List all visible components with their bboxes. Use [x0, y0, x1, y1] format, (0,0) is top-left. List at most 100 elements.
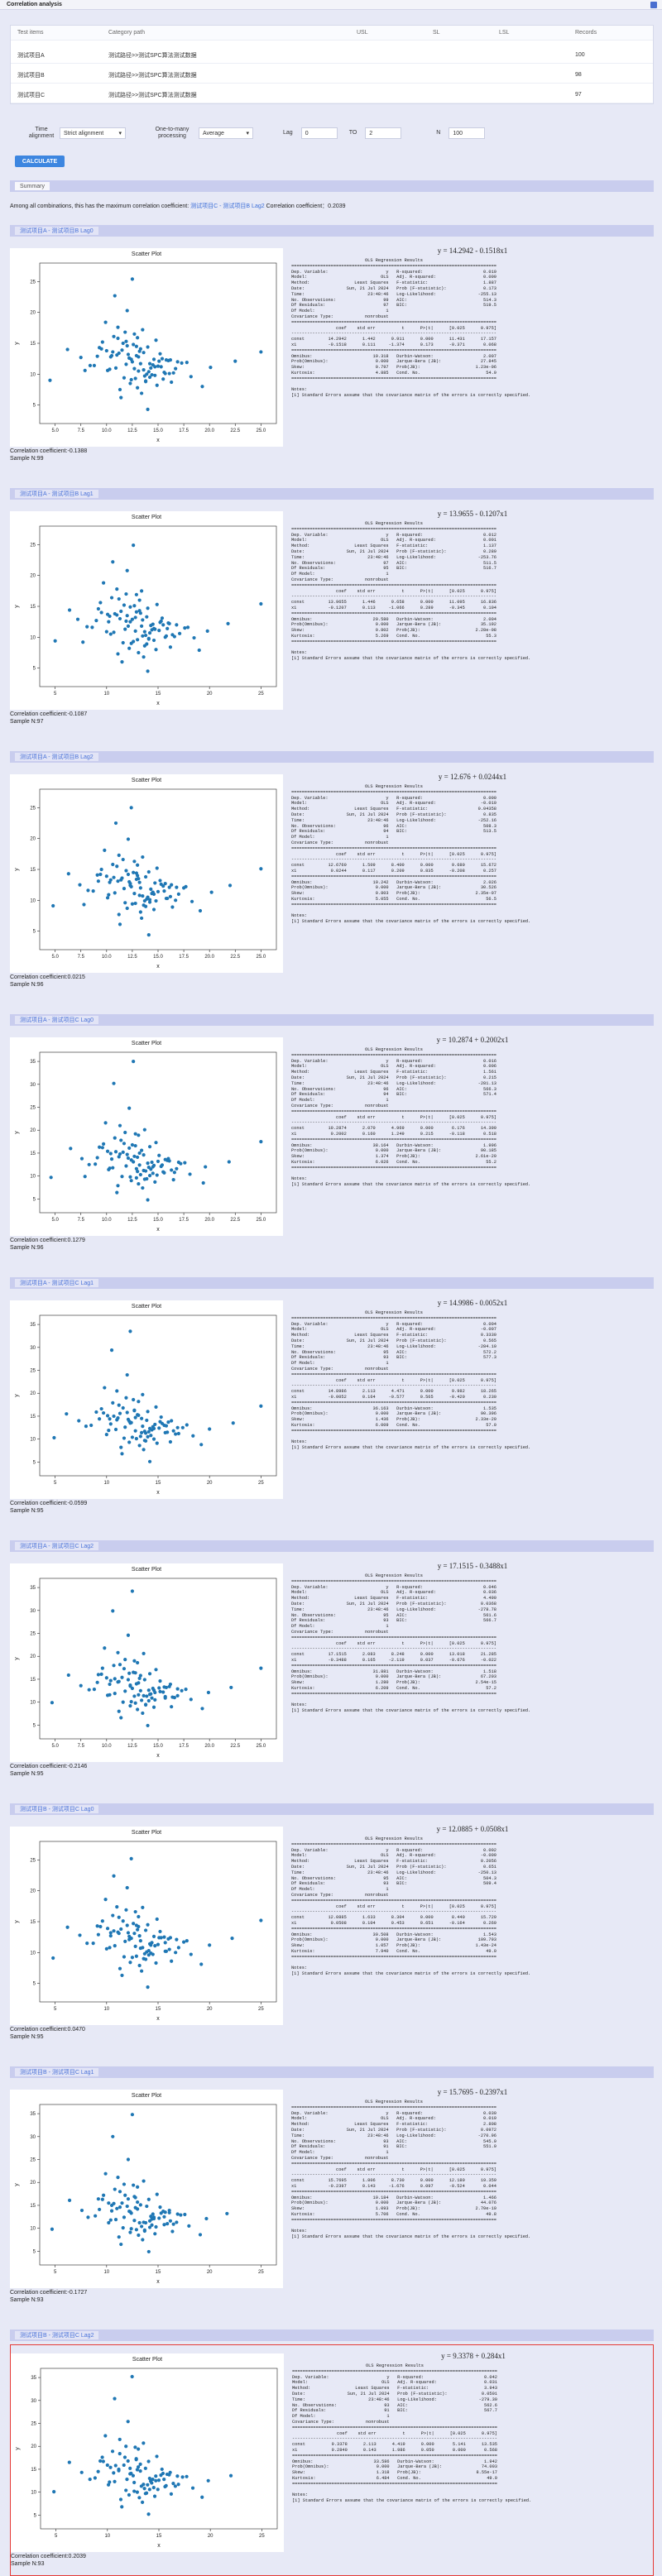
result-tab-label[interactable]: 测试项目A - 测试项目B Lag1	[15, 490, 98, 498]
lag-from-input[interactable]: 0	[300, 127, 338, 139]
scatter-point	[101, 1142, 106, 1146]
scatter-point	[108, 1152, 113, 1156]
scatter-point	[126, 1931, 131, 1935]
scatter-point	[53, 639, 57, 643]
scatter-point	[79, 356, 83, 360]
table-row[interactable]: 测试项目A 测试路径>>测试SPC算法测试数据 100	[11, 47, 653, 64]
result-tab-label[interactable]: 测试项目A - 测试项目C Lag0	[15, 1016, 99, 1024]
scatter-point	[171, 2222, 175, 2226]
result-tab-label[interactable]: 测试项目B - 测试项目C Lag1	[15, 2068, 99, 2076]
result-tab-label[interactable]: 测试项目A - 测试项目C Lag2	[15, 1542, 99, 1550]
summary-best-pair[interactable]: 测试项目C - 测试项目B Lag2	[190, 203, 265, 209]
result-tab-label[interactable]: 测试项目A - 测试项目B Lag2	[15, 753, 98, 761]
scatter-point	[83, 1175, 87, 1179]
col-header-lsl[interactable]: LSL	[499, 30, 510, 36]
scatter-point	[199, 1962, 204, 1966]
col-header-category-path[interactable]: Category path	[108, 30, 145, 36]
sample-size: Sample N:96	[10, 1245, 44, 1251]
scatter-point	[159, 1164, 163, 1169]
time-alignment-select[interactable]: Strict alignment ▾	[60, 127, 126, 139]
scatter-point	[120, 348, 124, 352]
scatter-point	[166, 1156, 170, 1161]
scatter-point	[103, 1386, 107, 1390]
col-header-usl[interactable]: USL	[357, 30, 368, 36]
scatter-point	[189, 899, 194, 903]
scatter-point	[170, 380, 174, 385]
y-tick-label: 30	[31, 2399, 36, 2404]
scatter-point	[113, 366, 118, 370]
scatter-point	[104, 874, 108, 879]
scatter-point	[175, 1166, 179, 1171]
scatter-point	[94, 2214, 98, 2218]
regression-equation: y = 12.0885 + 0.0508x1	[436, 1825, 509, 1833]
scatter-point	[140, 624, 144, 628]
plot-area	[39, 262, 277, 424]
scatter-point	[136, 2207, 140, 2211]
scatter-point	[79, 2208, 84, 2213]
scatter-point	[163, 2484, 167, 2489]
lag-to-input[interactable]: 2	[365, 127, 402, 139]
scatter-point	[138, 2469, 142, 2473]
col-header-sl[interactable]: SL	[433, 30, 440, 36]
scatter-point	[65, 1412, 69, 1416]
one-to-many-select[interactable]: Average ▾	[199, 127, 253, 139]
y-tick-label: 25	[30, 806, 36, 811]
scatter-point	[259, 350, 263, 354]
scatter-point	[96, 1673, 100, 1677]
y-tick-label: 5	[33, 1982, 36, 1987]
scatter-point	[132, 1059, 136, 1064]
scatter-point	[124, 362, 128, 366]
scatter-point	[132, 1397, 136, 1402]
result-tab-label[interactable]: 测试项目B - 测试项目C Lag2	[15, 2331, 99, 2339]
calculate-button[interactable]: CALCULATE	[15, 156, 65, 167]
scatter-point	[197, 648, 201, 653]
window-menu-icon[interactable]	[650, 2, 657, 8]
col-header-records[interactable]: Records	[575, 30, 597, 36]
scatter-point	[100, 2197, 104, 2201]
n-input[interactable]: 100	[449, 127, 486, 139]
scatter-point	[108, 2480, 112, 2484]
scatter-point	[103, 1646, 107, 1650]
tab-summary[interactable]: Summary	[15, 182, 50, 190]
table-row[interactable]: 测试项目C 测试路径>>测试SPC算法测试数据 97	[11, 87, 653, 103]
scatter-point	[125, 1885, 129, 1890]
scatter-point	[122, 1436, 127, 1440]
result-panel: Scatter Plot 5.0 7.5 10.0 12.5 15.0 17.5 20.0 22…	[10, 240, 654, 472]
scatter-point	[127, 1106, 132, 1110]
result-tab-label[interactable]: 测试项目A - 测试项目C Lag1	[15, 1279, 99, 1287]
scatter-point	[180, 2475, 185, 2479]
scatter-point	[147, 898, 152, 902]
result-tab-label[interactable]: 测试项目B - 测试项目C Lag0	[15, 1805, 99, 1813]
scatter-point	[176, 1431, 180, 1436]
scatter-point	[208, 1427, 212, 1431]
scatter-point	[147, 1174, 152, 1178]
result-tab-label[interactable]: 测试项目A - 测试项目B Lag0	[15, 227, 98, 235]
scatter-point	[185, 1939, 189, 1943]
scatter-point	[141, 1905, 145, 1909]
scatter-point	[115, 1389, 119, 1393]
scatter-point	[124, 339, 128, 343]
scatter-point	[140, 916, 144, 921]
scatter-point	[132, 2183, 136, 2187]
scatter-point	[111, 560, 115, 564]
scatter-point	[125, 1410, 129, 1415]
y-tick-label: 10	[31, 2491, 36, 2496]
scatter-point	[113, 1427, 118, 1432]
x-tick-label: 22.5	[230, 955, 240, 960]
table-row[interactable]: 测试项目B 测试路径>>测试SPC算法测试数据 98	[11, 67, 653, 84]
y-tick-label: 20	[30, 1654, 36, 1659]
scatter-point	[79, 1683, 83, 1688]
scatter-point	[204, 2216, 209, 2221]
scatter-point	[127, 1419, 132, 1424]
x-tick-label: 20	[207, 692, 213, 697]
scatter-point	[100, 340, 104, 344]
scatter-point	[123, 901, 127, 905]
scatter-point	[137, 1400, 141, 1404]
scatter-point	[142, 1951, 146, 1956]
scatter-point	[125, 343, 129, 348]
scatter-point	[146, 1161, 150, 1166]
summary-tabbar: Summary	[10, 180, 654, 192]
scatter-point	[146, 1953, 151, 1957]
scatter-point	[153, 1180, 157, 1184]
col-header-test-items[interactable]: Test items	[17, 30, 44, 36]
